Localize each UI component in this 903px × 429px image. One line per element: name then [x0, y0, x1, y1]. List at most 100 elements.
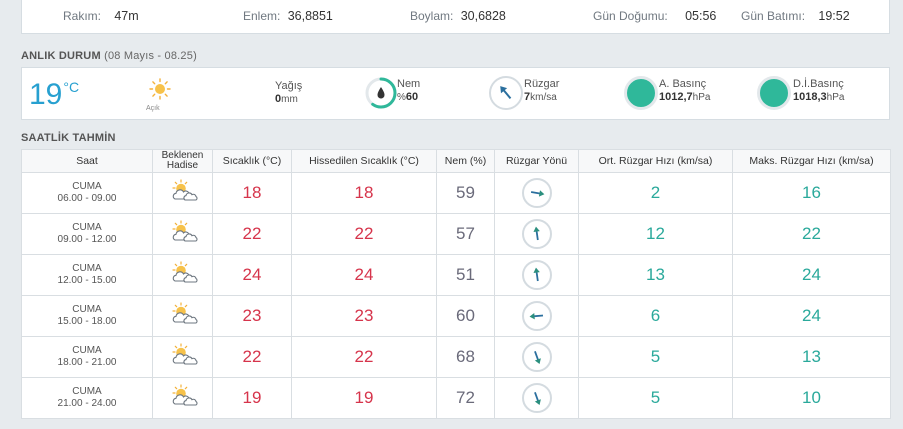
event-cell [152, 295, 213, 337]
longitude-label: Boylam: [410, 9, 454, 23]
partly-cloudy-icon [168, 342, 198, 371]
humidity-cell: 68 [436, 336, 495, 378]
temperature-cell: 22 [212, 336, 292, 378]
sunrise-value: 05:56 [685, 9, 717, 23]
wind-direction-cell [494, 377, 579, 419]
humidity-block: Nem %60 [397, 78, 420, 104]
time-cell: CUMA 15.00 - 18.00 [21, 295, 153, 337]
col-header-temperature: Sıcaklık (°C) [212, 149, 292, 173]
day-label: CUMA [72, 304, 102, 315]
feels-like-cell: 18 [291, 172, 437, 214]
time-cell: CUMA 21.00 - 24.00 [21, 377, 153, 419]
wind-direction-arrow-icon [521, 383, 552, 413]
max-wind-speed-cell: 13 [732, 336, 891, 378]
feels-like-cell: 24 [291, 254, 437, 296]
col-header-humidity: Nem (%) [436, 149, 495, 173]
avg-wind-speed-cell: 12 [578, 213, 733, 255]
feels-like-cell: 22 [291, 213, 437, 255]
max-wind-speed-cell: 22 [732, 213, 891, 255]
max-wind-speed-cell: 16 [732, 172, 891, 214]
temperature-cell: 24 [212, 254, 292, 296]
wind-block: Rüzgar 7km/sa [524, 78, 559, 104]
wind-unit: km/sa [530, 92, 557, 103]
time-range: 12.00 - 15.00 [57, 275, 117, 286]
wind-direction-cell [494, 336, 579, 378]
sea-level-pressure-label: D.İ.Basınç [793, 78, 844, 90]
humidity-cell: 59 [436, 172, 495, 214]
current-title-text: ANLIK DURUM [21, 50, 101, 62]
avg-wind-speed-cell: 2 [578, 172, 733, 214]
feels-like-cell: 23 [291, 295, 437, 337]
pressure-block: A. Basınç 1012,7hPa [659, 78, 710, 104]
altitude-value: 47m [114, 9, 139, 23]
wind-direction-arrow-icon [521, 178, 552, 208]
wind-direction-icon [489, 76, 523, 110]
humidity-gauge-icon [364, 76, 398, 110]
time-cell: CUMA 12.00 - 15.00 [21, 254, 153, 296]
avg-wind-speed-cell: 13 [578, 254, 733, 296]
current-temperature-unit: °C [63, 79, 80, 95]
sea-level-pressure-block: D.İ.Basınç 1018,3hPa [793, 78, 844, 104]
table-row: CUMA 12.00 - 15.00 24 24 51 [21, 254, 891, 296]
table-header-row: Saat Beklenen Hadise Sıcaklık (°C) Hisse… [21, 149, 891, 173]
altitude-info: Rakım: 47m [63, 9, 139, 23]
wind-direction-arrow-icon [521, 219, 552, 249]
time-cell: CUMA 09.00 - 12.00 [21, 213, 153, 255]
humidity-cell: 51 [436, 254, 495, 296]
wind-value: 7 [524, 91, 531, 103]
precipitation-block: Yağış 0mm [275, 80, 302, 106]
col-header-event: Beklenen Hadise [152, 149, 213, 173]
wind-direction-cell [494, 213, 579, 255]
time-range: 06.00 - 09.00 [57, 193, 117, 204]
humidity-prefix: % [397, 92, 406, 103]
day-label: CUMA [72, 222, 102, 233]
sea-level-pressure-icon [757, 76, 791, 110]
event-cell [152, 254, 213, 296]
table-row: CUMA 21.00 - 24.00 19 19 72 [21, 377, 891, 419]
day-label: CUMA [72, 181, 102, 192]
event-cell [152, 172, 213, 214]
max-wind-speed-cell: 24 [732, 295, 891, 337]
time-range: 15.00 - 18.00 [57, 316, 117, 327]
latitude-label: Enlem: [243, 9, 281, 23]
precipitation-unit: mm [281, 94, 298, 105]
col-header-max-wind: Maks. Rüzgar Hızı (km/sa) [732, 149, 891, 173]
current-condition-label: Açık [146, 105, 160, 112]
humidity-label: Nem [397, 78, 421, 90]
wind-direction-arrow-icon [521, 260, 552, 290]
sea-level-pressure-value: 1018,3 [793, 91, 827, 103]
time-range: 09.00 - 12.00 [57, 234, 117, 245]
sea-level-pressure-unit: hPa [826, 92, 845, 103]
sun-icon [149, 78, 171, 105]
table-row: CUMA 18.00 - 21.00 22 22 68 [21, 336, 891, 378]
event-cell [152, 336, 213, 378]
latitude-value: 36,8851 [287, 9, 333, 23]
partly-cloudy-icon [168, 178, 198, 207]
col-header-avg-wind: Ort. Rüzgar Hızı (km/sa) [578, 149, 733, 173]
sunrise-info: Gün Doğumu: 05:56 [593, 9, 716, 23]
time-cell: CUMA 18.00 - 21.00 [21, 336, 153, 378]
sunset-info: Gün Batımı: 19:52 [741, 9, 850, 23]
location-info-strip: Rakım: 47m Enlem: 36,8851 Boylam: 30,682… [21, 0, 890, 34]
hourly-forecast-title: SAATLİK TAHMİN [21, 132, 116, 144]
avg-wind-speed-cell: 5 [578, 377, 733, 419]
current-temperature: 19°C [29, 78, 79, 112]
humidity-cell: 60 [436, 295, 495, 337]
hourly-forecast-table: Saat Beklenen Hadise Sıcaklık (°C) Hisse… [21, 149, 891, 419]
time-range: 18.00 - 21.00 [57, 357, 117, 368]
feels-like-cell: 19 [291, 377, 437, 419]
current-temperature-value: 19 [29, 78, 63, 111]
sunrise-label: Gün Doğumu: [593, 9, 668, 23]
col-header-time: Saat [21, 149, 153, 173]
temperature-cell: 18 [212, 172, 292, 214]
event-cell [152, 213, 213, 255]
event-cell [152, 377, 213, 419]
wind-direction-cell [494, 295, 579, 337]
wind-direction-cell [494, 172, 579, 214]
temperature-cell: 22 [212, 213, 292, 255]
day-label: CUMA [72, 345, 102, 356]
day-label: CUMA [72, 263, 102, 274]
partly-cloudy-icon [168, 260, 198, 289]
wind-direction-cell [494, 254, 579, 296]
day-label: CUMA [72, 386, 102, 397]
